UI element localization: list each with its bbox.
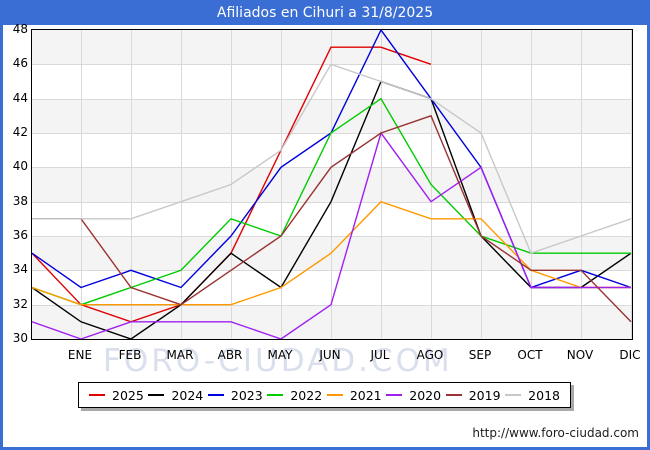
legend-swatch-2018 (505, 394, 522, 396)
h-gridline (32, 201, 632, 203)
legend-label: 2025 (112, 387, 144, 403)
y-tick-label: 44 (12, 90, 28, 105)
legend-item-2020: 2020 (386, 388, 441, 403)
plot-band (32, 167, 632, 202)
x-tick-label-jul: JUL (370, 348, 390, 362)
legend-label: 2024 (171, 387, 204, 403)
x-tick-label-may: MAY (267, 348, 293, 362)
plot-band (32, 133, 632, 168)
legend-item-2021: 2021 (326, 387, 382, 403)
legend-label: 2020 (409, 387, 442, 403)
legend-swatch-2022 (267, 394, 284, 396)
x-tick-label-abr: ABR (217, 348, 243, 362)
legend-label: 2021 (349, 387, 382, 403)
y-tick-label: 30 (12, 331, 28, 345)
y-tick-label: 40 (12, 159, 28, 174)
h-gridline (32, 236, 632, 237)
plot-band (32, 64, 632, 99)
legend: 2025 2024 2023 2022 2021 2020 2019 2018 (78, 382, 571, 408)
series-line-2023 (32, 30, 632, 289)
legend-item-2025: 2025 (89, 388, 144, 403)
v-gridline (631, 30, 632, 338)
v-gridline (181, 30, 182, 338)
x-tick-label-oct: OCT (517, 348, 543, 362)
y-tick-label: 36 (12, 228, 28, 242)
watermark: FORO-CIUDAD.COM (103, 343, 453, 379)
x-tick-label-ago: AGO (416, 348, 444, 362)
legend-item-2024: 2024 (148, 388, 203, 403)
x-tick-label-ene: ENE (67, 348, 93, 362)
legend-item-2019: 2019 (445, 387, 501, 403)
legend-label: 2022 (290, 387, 323, 403)
legend-label: 2019 (468, 387, 501, 403)
legend-item-2018: 2018 (505, 388, 560, 403)
v-gridline (131, 30, 132, 338)
legend-item-2023: 2023 (207, 387, 263, 403)
series-line-2018 (32, 63, 632, 255)
y-tick-label: 46 (12, 56, 28, 71)
h-gridline (32, 167, 632, 169)
plot-area (31, 29, 633, 340)
y-tick-label: 48 (12, 22, 28, 36)
y-tick-label: 32 (12, 296, 28, 311)
legend-label: 2018 (528, 387, 560, 403)
legend-swatch-2024 (148, 394, 165, 396)
h-gridline (32, 133, 632, 134)
v-gridline (81, 30, 82, 338)
legend-label: 2023 (230, 387, 263, 403)
legend-item-2022: 2022 (267, 388, 322, 403)
series-line-2020 (32, 131, 631, 339)
x-tick-label-dic: DIC (619, 348, 641, 362)
v-gridline (581, 30, 582, 338)
h-gridline (32, 98, 632, 100)
series-lines (32, 30, 632, 339)
x-tick-label-jun: JUN (319, 348, 341, 362)
chart-title: Afiliados en Cihuri a 31/8/2025 (3, 3, 647, 25)
footer-url-link[interactable]: http://www.foro-ciudad.com (472, 426, 639, 440)
x-tick-label-feb: FEB (118, 348, 142, 362)
v-gridline (331, 30, 332, 338)
x-tick-label-nov: NOV (566, 348, 594, 362)
legend-swatch-2023 (207, 394, 224, 396)
v-gridline (381, 30, 382, 338)
x-tick-label-mar: MAR (166, 348, 194, 362)
h-gridline (32, 270, 632, 272)
legend-swatch-2025 (89, 394, 105, 396)
v-gridline (481, 30, 482, 338)
x-tick-label-sep: SEP (468, 348, 492, 362)
legend-swatch-2020 (386, 394, 403, 396)
y-tick-label: 42 (12, 125, 28, 139)
legend-swatch-2019 (445, 394, 462, 396)
plot-band (32, 98, 632, 133)
series-line-2024 (32, 80, 632, 339)
h-gridline (32, 304, 632, 306)
v-gridline (281, 30, 282, 338)
legend-swatch-2021 (326, 394, 343, 396)
v-gridline (531, 30, 532, 338)
y-tick-label: 34 (12, 262, 28, 277)
y-tick-label: 38 (12, 193, 28, 208)
series-line-2019 (32, 114, 632, 323)
